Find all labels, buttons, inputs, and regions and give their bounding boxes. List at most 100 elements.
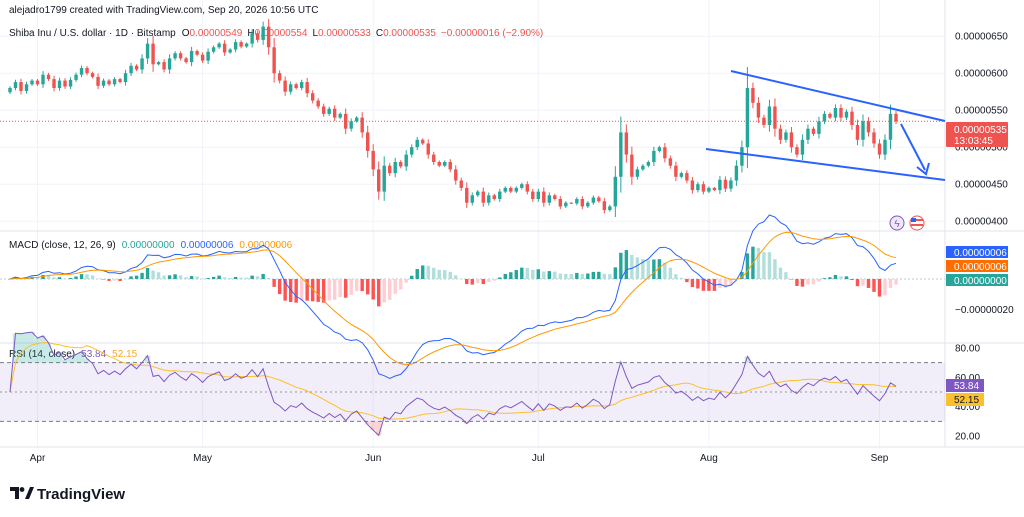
- macd-histogram-bar: [74, 276, 78, 279]
- candle-body: [536, 191, 541, 199]
- candle-body: [349, 121, 353, 129]
- candle-body: [299, 82, 304, 88]
- time-axis-label: Jun: [365, 453, 381, 464]
- candle-body: [107, 80, 111, 85]
- macd-value-signal: 0.00000006: [239, 240, 292, 251]
- candle-body: [217, 43, 221, 48]
- rsi-overbought-fill: [51, 355, 57, 363]
- macd-histogram-bar: [553, 271, 557, 279]
- macd-histogram-bar: [679, 277, 684, 279]
- price-axis[interactable]: 0.00000650 0.00000600 0.00000550 0.00000500…: [955, 32, 1008, 228]
- macd-histogram-bar: [426, 265, 430, 279]
- candle-body: [723, 179, 728, 189]
- candle-body: [586, 202, 590, 207]
- candle-body: [492, 195, 496, 199]
- rsi-overbought-fill: [67, 356, 74, 363]
- rsi-axis-label: 40.00: [955, 402, 980, 413]
- candle-body: [233, 42, 238, 50]
- rsi-axis-label: 20.00: [955, 432, 980, 443]
- macd-histogram-bar: [19, 278, 23, 280]
- macd-value-line: 0.00000006: [181, 240, 234, 251]
- macd-histogram-bar: [294, 279, 298, 303]
- lightning-event-icon[interactable]: [889, 215, 905, 231]
- macd-histogram-bar: [701, 279, 706, 291]
- candle-body: [255, 33, 260, 40]
- candle-body: [85, 68, 89, 74]
- macd-histogram-bar: [195, 276, 199, 279]
- candle-body: [558, 199, 563, 207]
- macd-histogram-bar: [481, 279, 485, 285]
- candle-body: [503, 187, 507, 192]
- candle-body: [751, 88, 755, 103]
- macd-histogram-bar: [112, 279, 117, 281]
- macd-histogram-bar: [365, 279, 370, 295]
- macd-axis-tick: −0.00000020: [955, 305, 1014, 316]
- macd-histogram-bar: [509, 272, 513, 279]
- rsi-overbought-fill: [744, 356, 751, 363]
- rsi-axis[interactable]: 80.00 60.00 40.00 20.00: [955, 344, 980, 443]
- macd-histogram-bar: [217, 275, 221, 279]
- price-axis-label: 0.00000450: [955, 180, 1008, 191]
- candle-body: [850, 111, 854, 125]
- macd-histogram-bar: [388, 279, 392, 300]
- macd-badges: 0.00000006 0.00000006 0.00000000: [946, 246, 1008, 287]
- macd-histogram-bar: [624, 250, 629, 279]
- macd-histogram-bar: [41, 274, 45, 279]
- macd-histogram-bar: [514, 270, 518, 279]
- macd-histogram-bar: [866, 279, 871, 288]
- macd-histogram-bar: [410, 275, 414, 279]
- candle-body: [470, 195, 474, 203]
- candle-body: [828, 113, 832, 118]
- candle-body: [24, 84, 29, 91]
- candle-body: [580, 199, 585, 207]
- event-icons[interactable]: ϟ: [889, 215, 925, 231]
- candle-body: [817, 121, 821, 134]
- candle-body: [63, 80, 67, 87]
- price-axis-label: 0.00000550: [955, 106, 1008, 117]
- candle-body: [591, 197, 596, 203]
- candle-body: [855, 125, 860, 140]
- candlestick-series[interactable]: [8, 19, 898, 218]
- arrow-shaft[interactable]: [900, 123, 926, 171]
- symbol-name: Shiba Inu / U.S. dollar · 1D · Bitstamp: [9, 28, 176, 39]
- legend-macd[interactable]: MACD (close, 12, 26, 9) 0.00000000 0.00000…: [9, 240, 293, 251]
- trendline-lower[interactable]: [705, 148, 946, 181]
- trendline-upper[interactable]: [730, 70, 946, 122]
- candle-body: [156, 62, 161, 65]
- rsi-line[interactable]: [9, 331, 897, 437]
- ohlc-change-value: −0.00000016 (−2.90%): [441, 28, 543, 39]
- candle-body: [162, 62, 166, 70]
- candle-body: [432, 154, 436, 162]
- legend-main[interactable]: Shiba Inu / U.S. dollar · 1D · Bitstamp O…: [9, 28, 543, 39]
- candle-body: [404, 154, 408, 167]
- tradingview-logo[interactable]: TradingView: [10, 486, 125, 503]
- time-axis[interactable]: Apr May Jun Jul Aug Sep: [30, 453, 889, 464]
- candle-body: [795, 147, 799, 155]
- candle-body: [178, 53, 183, 59]
- candle-body: [134, 65, 139, 70]
- rsi-ma-line[interactable]: [9, 342, 897, 420]
- candle-body: [382, 165, 386, 192]
- candle-body: [332, 108, 337, 118]
- time-axis-label: Aug: [700, 453, 718, 464]
- candle-body: [52, 79, 56, 88]
- macd-signal-line[interactable]: [9, 231, 897, 366]
- candle-body: [90, 73, 95, 77]
- candle-body: [674, 165, 678, 177]
- candle-body: [129, 65, 133, 74]
- trend-drawings[interactable]: [705, 70, 946, 181]
- macd-histogram-bar: [668, 267, 673, 279]
- macd-histogram-bar: [630, 254, 634, 279]
- candle-body: [250, 33, 254, 44]
- macd-histogram[interactable]: [8, 246, 898, 307]
- candle-body: [652, 150, 656, 162]
- macd-histogram-bar: [57, 277, 62, 279]
- macd-line[interactable]: [9, 214, 897, 379]
- macd-histogram-bar: [437, 269, 441, 279]
- rsi-overbought-fill: [18, 333, 24, 363]
- candle-body: [481, 191, 485, 203]
- rsi-overbought-fill: [84, 358, 90, 363]
- legend-rsi[interactable]: RSI (14, close) 53.84 52.15: [9, 349, 138, 360]
- candle-body: [123, 73, 128, 83]
